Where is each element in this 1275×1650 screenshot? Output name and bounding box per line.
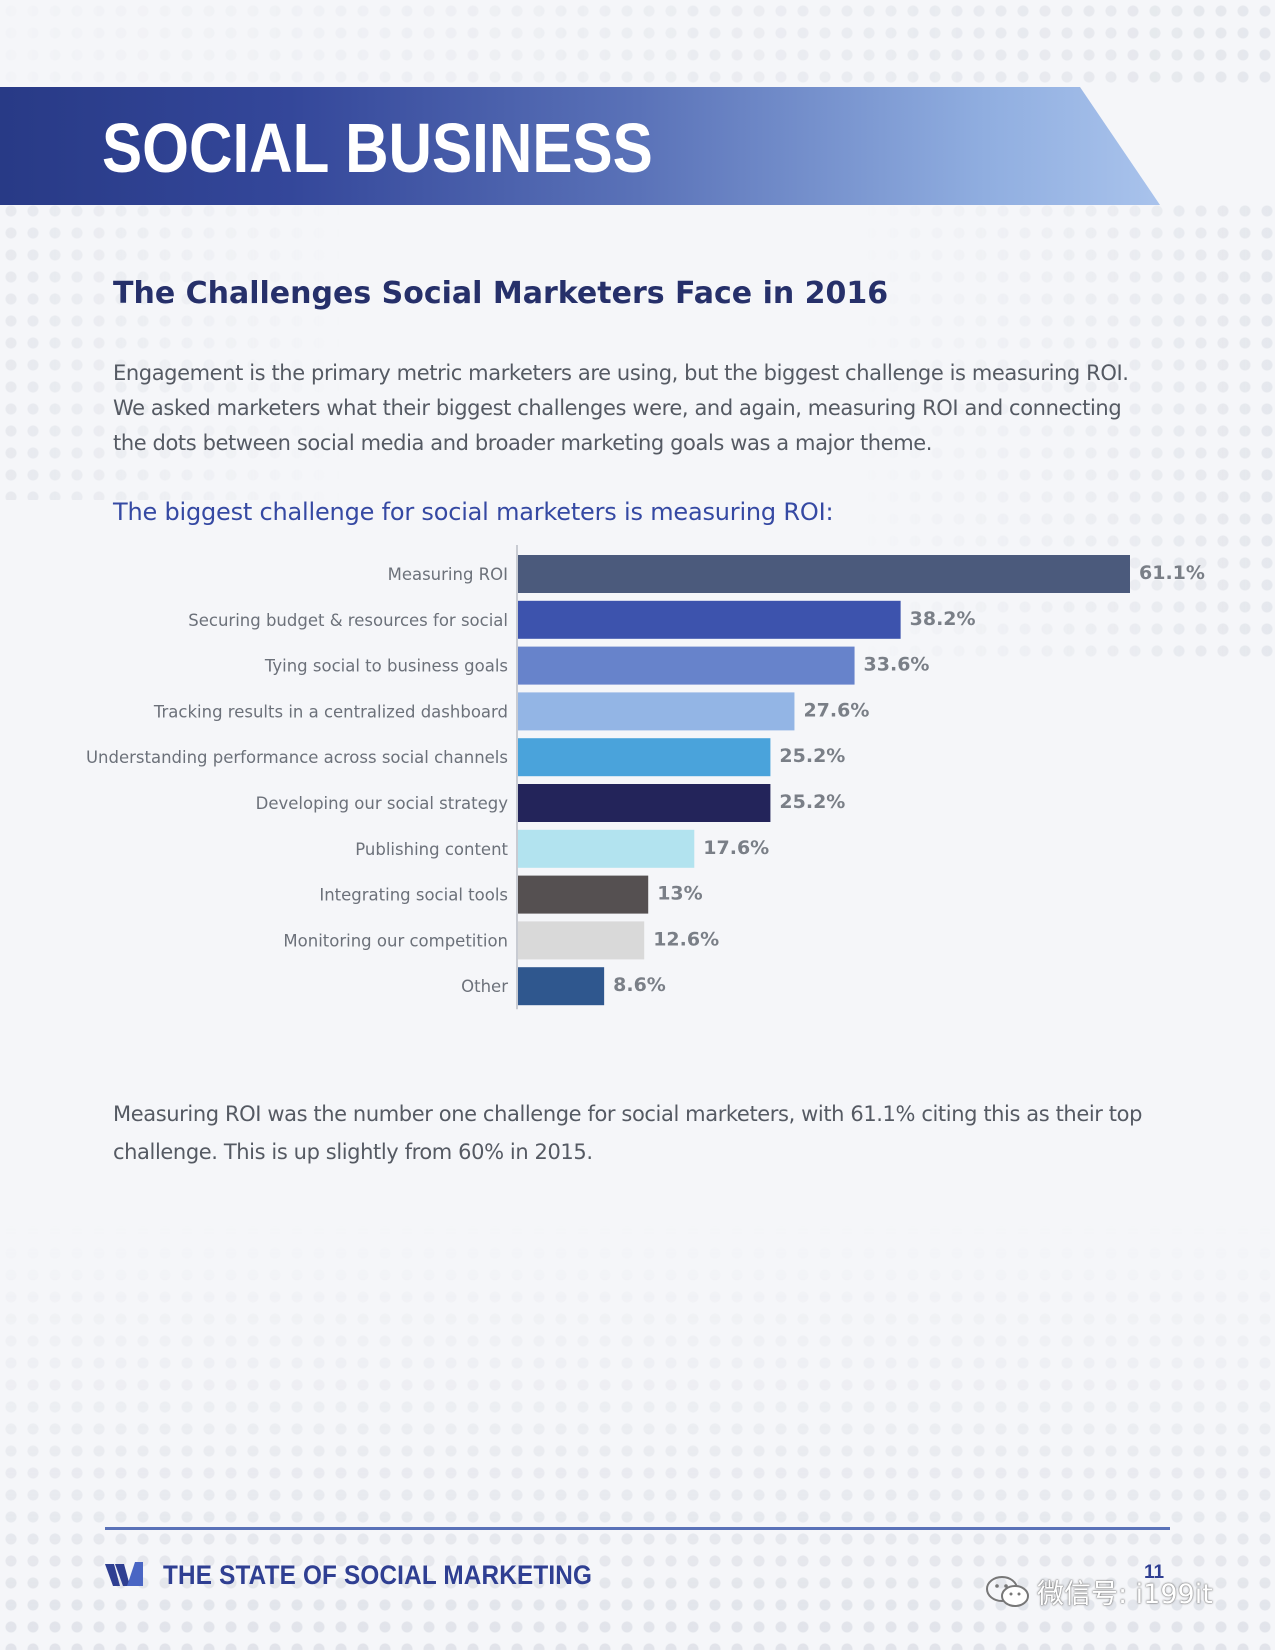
page-number: 11 <box>1144 1562 1165 1583</box>
data-label-5: 25.2% <box>779 791 845 813</box>
bar-0 <box>518 555 1130 593</box>
wechat-icon <box>985 1575 1031 1609</box>
category-label-3: Tracking results in a centralized dashbo… <box>153 702 508 721</box>
data-label-2: 33.6% <box>864 654 930 676</box>
footer-divider <box>105 1527 1170 1530</box>
category-label-2: Tying social to business goals <box>264 657 508 676</box>
data-label-6: 17.6% <box>703 837 769 859</box>
bar-9 <box>518 967 605 1006</box>
summary-line: Measuring ROI was the number one challen… <box>113 1102 1143 1126</box>
summary-paragraph: Measuring ROI was the number one challen… <box>113 1095 1193 1171</box>
data-label-1: 38.2% <box>910 608 976 630</box>
watermark: 微信号: i199it <box>985 1572 1213 1611</box>
bar-1 <box>518 600 901 639</box>
intro-line: Engagement is the primary metric markete… <box>113 361 1129 385</box>
brand-logo-icon <box>105 1560 145 1595</box>
bar-4 <box>518 738 771 777</box>
bar-7 <box>518 875 649 914</box>
page-heading: The Challenges Social Marketers Face in … <box>113 276 889 311</box>
data-label-0: 61.1% <box>1139 562 1205 584</box>
data-label-9: 8.6% <box>613 974 666 996</box>
section-banner <box>0 87 1160 205</box>
category-label-7: Integrating social tools <box>319 886 508 905</box>
bar-8 <box>518 921 645 960</box>
bar-2 <box>518 646 855 685</box>
category-label-8: Monitoring our competition <box>283 931 508 950</box>
watermark-text: 微信号: i199it <box>1037 1579 1213 1610</box>
footer-brand-text: THE STATE OF SOCIAL MARKETING <box>163 1560 593 1590</box>
intro-line: the dots between social media and broade… <box>113 431 933 455</box>
category-label-6: Publishing content <box>355 840 508 859</box>
data-label-8: 12.6% <box>653 928 719 950</box>
challenges-bar-chart: Measuring ROI 61.1% Securing budget & reso… <box>0 545 1275 1025</box>
category-label-4: Understanding performance across social … <box>86 748 508 767</box>
category-label-9: Other <box>461 977 508 996</box>
background-dot-pattern <box>0 1220 1275 1650</box>
intro-paragraph: Engagement is the primary metric markete… <box>113 356 1173 461</box>
background-dot-pattern <box>0 0 1275 90</box>
chart-title: The biggest challenge for social markete… <box>113 498 834 526</box>
bar-6 <box>518 829 695 868</box>
category-label-1: Securing budget & resources for social <box>188 611 508 630</box>
section-banner-title: SOCIAL BUSINESS <box>102 109 653 187</box>
data-label-4: 25.2% <box>779 745 845 767</box>
background-dot-pattern <box>0 200 340 500</box>
data-label-3: 27.6% <box>803 699 869 721</box>
data-label-7: 13% <box>657 883 702 905</box>
summary-line: challenge. This is up slightly from 60% … <box>113 1140 593 1164</box>
category-label-0: Measuring ROI <box>388 565 508 584</box>
chart-canvas: Measuring ROI 61.1% Securing budget & reso… <box>86 545 1205 1010</box>
bar-3 <box>518 692 795 731</box>
category-label-5: Developing our social strategy <box>256 794 509 813</box>
intro-line: We asked marketers what their biggest ch… <box>113 396 1122 420</box>
bar-5 <box>518 784 771 822</box>
